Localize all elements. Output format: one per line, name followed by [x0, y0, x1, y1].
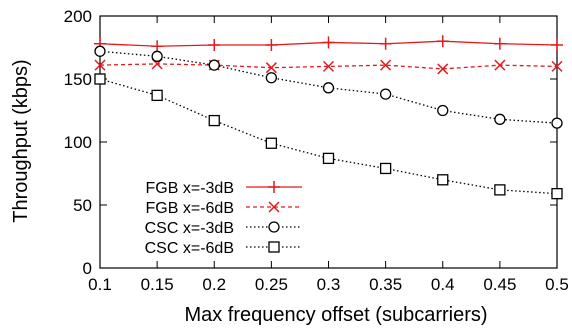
legend-label: CSC x=-3dB	[145, 220, 234, 237]
data-point	[151, 50, 163, 62]
x-tick-label: 0.25	[255, 275, 288, 294]
data-point	[208, 38, 221, 51]
data-point	[265, 72, 278, 84]
legend-label: FGB x=-6dB	[146, 200, 234, 217]
data-point	[322, 152, 335, 165]
legend-marker	[268, 201, 280, 213]
series-line	[99, 78, 558, 195]
y-tick-label: 200	[64, 7, 92, 26]
data-point	[208, 59, 220, 71]
legend-marker	[268, 221, 280, 233]
data-point	[151, 40, 164, 53]
data-point	[322, 60, 335, 72]
x-tick-label: 0.45	[483, 275, 516, 294]
legend-entry: CSC x=-3dB	[145, 220, 302, 237]
legend-marker	[268, 241, 280, 253]
data-point	[436, 35, 449, 48]
x-axis-label: Max frequency offset (subcarriers)	[184, 304, 487, 326]
data-point	[380, 59, 392, 71]
data-point	[379, 88, 392, 100]
y-tick-label: 50	[73, 196, 92, 215]
x-tick-label: 0.15	[141, 275, 174, 294]
data-point	[494, 59, 506, 71]
data-point	[151, 89, 163, 102]
legend: FGB x=-3dB FGB x=-6dB CSC x=-3dB CSC x=-6dB	[145, 180, 302, 257]
data-point	[494, 184, 506, 196]
ticks: 0 50 100 150 200 0.1 0.15 0.2 0.25 0.3 0.35 0.4 0.45…	[64, 7, 569, 294]
series-1	[94, 35, 563, 53]
data-point	[551, 60, 563, 72]
data-point	[493, 37, 506, 50]
series-3	[94, 45, 563, 129]
legend-entry: FGB x=-3dB	[146, 180, 302, 197]
x-tick-label: 0.2	[202, 275, 226, 294]
legend-entry: FGB x=-6dB	[146, 200, 302, 217]
data-point	[94, 73, 106, 85]
y-axis-label: Throughput (kbps)	[10, 59, 32, 222]
y-tick-label: 0	[83, 259, 92, 278]
data-point	[437, 174, 449, 186]
legend-label: FGB x=-3dB	[146, 180, 234, 197]
data-point	[551, 188, 563, 200]
data-point	[265, 38, 278, 51]
series-line	[99, 50, 558, 124]
y-tick-label: 100	[64, 133, 92, 152]
series-4	[94, 73, 563, 200]
data-point	[322, 82, 335, 94]
data-point	[265, 62, 277, 74]
data-point	[94, 59, 106, 71]
data-point	[208, 114, 220, 127]
series-line	[99, 63, 558, 70]
x-tick-label: 0.4	[431, 275, 455, 294]
x-tick-label: 0.1	[88, 275, 112, 294]
data-point	[494, 113, 506, 125]
series	[94, 35, 563, 200]
data-point	[437, 104, 449, 117]
data-point	[265, 137, 278, 149]
legend-label: CSC x=-6dB	[145, 240, 234, 257]
data-point	[551, 38, 563, 51]
data-point	[94, 45, 106, 57]
legend-entry: CSC x=-6dB	[145, 240, 302, 257]
data-point	[379, 162, 392, 175]
y-tick-label: 150	[64, 70, 92, 89]
x-tick-label: 0.35	[369, 275, 402, 294]
x-tick-label: 0.5	[545, 275, 569, 294]
data-point	[437, 63, 449, 75]
data-point	[322, 36, 335, 49]
legend-marker	[268, 181, 280, 193]
series-2	[94, 58, 563, 75]
data-point	[379, 37, 392, 50]
x-tick-label: 0.3	[317, 275, 341, 294]
data-point	[551, 117, 563, 129]
